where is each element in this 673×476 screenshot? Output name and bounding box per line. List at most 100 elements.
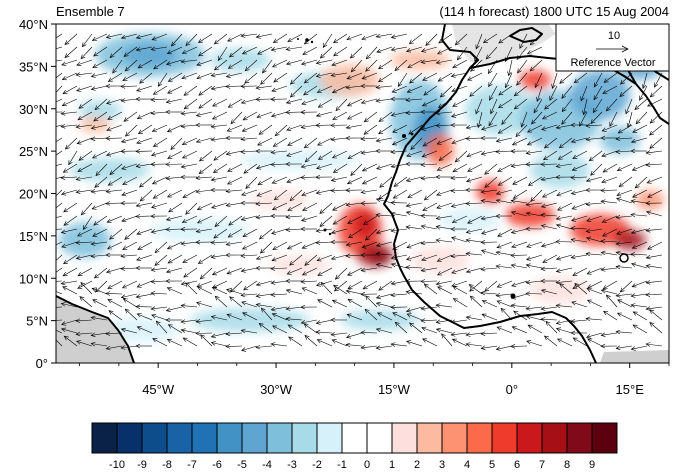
wind-vector-head xyxy=(47,287,52,291)
lat-tick-label: 10°N xyxy=(19,271,48,286)
anomaly-shade xyxy=(530,276,590,304)
lat-tick-label: 35°N xyxy=(19,59,48,74)
island-cape-verde xyxy=(324,229,327,232)
lat-tick-label: 40°N xyxy=(19,17,48,32)
wind-vector-head xyxy=(47,178,51,182)
colorbar-label: -1 xyxy=(337,459,347,471)
longitude-axis: 45°W 30°W 15°W 0° 15°E xyxy=(80,363,669,397)
masked-gulf-region xyxy=(600,350,669,363)
wind-vector-head xyxy=(47,48,51,52)
reference-vector-value: 10 xyxy=(608,30,620,42)
colorbar-label: 4 xyxy=(464,459,470,471)
colorbar-box xyxy=(342,423,367,453)
wind-vector-head xyxy=(47,126,51,130)
colorbar-label: -9 xyxy=(137,459,147,471)
colorbar-label: 5 xyxy=(489,459,495,471)
lat-tick-label: 30°N xyxy=(19,102,48,117)
island-cape-verde-2 xyxy=(329,233,331,235)
colorbar-box xyxy=(567,423,592,453)
island-azores-3 xyxy=(297,38,299,40)
colorbar-box xyxy=(517,423,542,453)
lon-tick-label: 15°W xyxy=(378,382,411,397)
latitude-axis: 40°N35°N30°N25°N20°N15°N10°N5°N0° xyxy=(19,17,56,371)
colorbar-label: -2 xyxy=(312,459,322,471)
anomaly-shade xyxy=(250,190,310,210)
lon-tick-label: 15°E xyxy=(616,382,645,397)
island-azores xyxy=(305,38,309,42)
colorbar-box xyxy=(542,423,567,453)
colorbar-label: 8 xyxy=(564,459,570,471)
wind-vector-head xyxy=(49,273,54,277)
anomaly-shade xyxy=(320,64,380,96)
colorbar-box xyxy=(367,423,392,453)
anomaly-shade xyxy=(570,70,630,120)
colorbar-box xyxy=(417,423,442,453)
colorbar-label: 3 xyxy=(439,459,445,471)
colorbar-label: 7 xyxy=(539,459,545,471)
colorbar-box xyxy=(492,423,517,453)
lat-tick-label: 5°N xyxy=(26,314,48,329)
colorbar-box xyxy=(192,423,217,453)
reference-vector-box: 10 Reference Vector xyxy=(556,24,669,71)
map-plot-area: 10 Reference Vector xyxy=(46,24,669,363)
colorbar-box xyxy=(267,423,292,453)
wind-vector-head xyxy=(49,143,53,147)
wind-vector-head xyxy=(47,245,52,249)
wind-vector-head xyxy=(47,217,51,221)
anomaly-shade xyxy=(636,190,664,210)
island-azores-2 xyxy=(311,41,313,43)
colorbar-label: -4 xyxy=(262,459,272,471)
anomaly-shade xyxy=(59,222,111,258)
island-bioko xyxy=(511,294,516,299)
wind-vector-head xyxy=(51,335,55,339)
colorbar-label: -5 xyxy=(237,459,247,471)
anomaly-shade xyxy=(353,211,377,239)
colorbar-box xyxy=(392,423,417,453)
lat-tick-label: 20°N xyxy=(19,187,48,202)
colorbar-box xyxy=(217,423,242,453)
wind-vector-head xyxy=(48,326,53,330)
colorbar-label: -3 xyxy=(287,459,297,471)
colorbar-label: 9 xyxy=(589,459,595,471)
colorbar-box xyxy=(317,423,342,453)
anomaly-shade xyxy=(614,230,646,250)
lon-tick-label: 45°W xyxy=(142,382,175,397)
colorbar-label: 6 xyxy=(514,459,520,471)
colorbar-label: 0 xyxy=(364,459,370,471)
wind-vector-head xyxy=(49,39,53,43)
wind-vector-head xyxy=(50,209,54,213)
colorbar-label: -10 xyxy=(109,459,125,471)
wind-vector-head xyxy=(47,165,51,169)
panel-title: Ensemble 7 xyxy=(56,4,125,19)
island-canary xyxy=(402,134,406,138)
colorbar-box xyxy=(142,423,167,453)
lat-tick-label: 0° xyxy=(36,356,48,371)
wind-vector-head xyxy=(51,197,55,201)
lon-tick-label: 30°W xyxy=(260,382,293,397)
wind-vector-head xyxy=(50,79,54,83)
colorbar-label: 2 xyxy=(414,459,420,471)
colorbar-label: 1 xyxy=(389,459,395,471)
wind-vector-head xyxy=(48,102,53,106)
colorbar-label: -8 xyxy=(162,459,172,471)
island-canary-2 xyxy=(411,133,414,136)
wind-vector-head xyxy=(46,306,50,310)
colorbar-box xyxy=(442,423,467,453)
anomaly-shade xyxy=(371,251,389,265)
colorbar-label: -6 xyxy=(212,459,222,471)
colorbar-box xyxy=(167,423,192,453)
anomaly-shade xyxy=(190,308,310,332)
colorbar-box xyxy=(117,423,142,453)
colorbar-box xyxy=(92,423,117,453)
colorbar-box xyxy=(467,423,492,453)
lon-tick-label: 0° xyxy=(506,382,518,397)
reference-vector-label: Reference Vector xyxy=(571,57,656,69)
colorbar-box xyxy=(292,423,317,453)
colorbar-label: -7 xyxy=(187,459,197,471)
wind-vector-head xyxy=(51,93,55,97)
colorbar-box xyxy=(592,423,617,453)
lat-tick-label: 15°N xyxy=(19,229,48,244)
